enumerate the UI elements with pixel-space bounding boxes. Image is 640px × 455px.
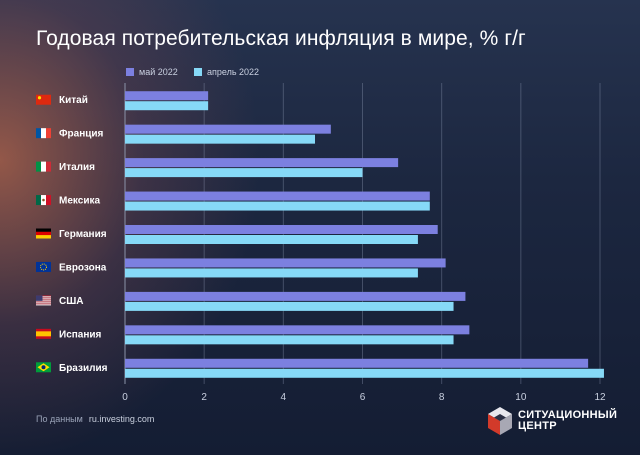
x-tick-label: 4 <box>281 392 287 403</box>
source-link[interactable]: ru.investing.com <box>88 414 155 424</box>
bar-may <box>125 291 466 301</box>
category-label: США <box>59 296 84 307</box>
legend-swatch-may <box>126 68 134 76</box>
flag-brazil-icon <box>36 362 51 373</box>
category-label: Мексика <box>59 196 100 207</box>
bar-may <box>125 258 446 268</box>
category-label: Еврозона <box>59 262 107 273</box>
flag-china-icon <box>36 94 51 105</box>
x-tick-label: 8 <box>439 392 445 403</box>
legend-swatch-april <box>194 68 202 76</box>
flag-spain-icon <box>36 328 51 339</box>
bar-april <box>125 268 418 278</box>
logo-text: СИТУАЦИОННЫЙ ЦЕНТР <box>518 410 617 432</box>
bar-may <box>125 225 438 234</box>
flag-france-icon <box>36 128 51 139</box>
bar-april <box>125 301 454 311</box>
x-tick-label: 6 <box>360 392 366 403</box>
bar-may <box>125 358 589 368</box>
bar-april <box>125 101 209 111</box>
x-tick-label: 10 <box>515 392 527 403</box>
legend-item-april: апрель 2022 <box>194 67 259 77</box>
category-label: Франция <box>59 129 104 140</box>
logo-cube-icon <box>488 407 512 435</box>
bar-april <box>125 235 418 244</box>
legend-label-april: апрель 2022 <box>207 67 260 77</box>
bar-may <box>125 124 331 134</box>
bar-april <box>125 168 363 178</box>
flag-eurozone-icon <box>36 261 51 272</box>
chart-title: Годовая потребительская инфляция в мире,… <box>36 27 526 50</box>
bar-april <box>125 335 454 345</box>
logo-line-1: СИТУАЦИОННЫЙ <box>518 409 618 421</box>
category-label: Германия <box>59 229 107 240</box>
flag-italy-icon <box>36 161 51 172</box>
flag-germany-icon <box>36 228 51 239</box>
bar-april <box>125 134 315 144</box>
logo-line-2: ЦЕНТР <box>518 420 557 432</box>
bar-may <box>125 325 470 335</box>
bar-may <box>125 91 209 101</box>
x-tick-label: 2 <box>201 392 207 403</box>
category-label: Испания <box>59 329 102 340</box>
x-tick-label: 12 <box>594 392 606 403</box>
source-note: По данным ru.investing.com <box>36 414 154 424</box>
legend-label-may: май 2022 <box>139 67 178 77</box>
category-label: Италия <box>59 162 95 173</box>
category-label: Бразилия <box>59 363 108 374</box>
bar-april <box>125 201 430 211</box>
source-prefix: По данным <box>36 414 83 424</box>
flag-usa-icon <box>36 295 51 306</box>
logo: СИТУАЦИОННЫЙ ЦЕНТР <box>486 406 617 441</box>
x-tick-label: 0 <box>122 392 128 403</box>
bar-may <box>125 158 399 168</box>
bar-april <box>125 368 604 378</box>
category-label: Китай <box>59 95 88 106</box>
flag-mexico-icon <box>36 195 51 206</box>
legend-item-may: май 2022 <box>126 67 178 77</box>
bar-may <box>125 191 430 201</box>
